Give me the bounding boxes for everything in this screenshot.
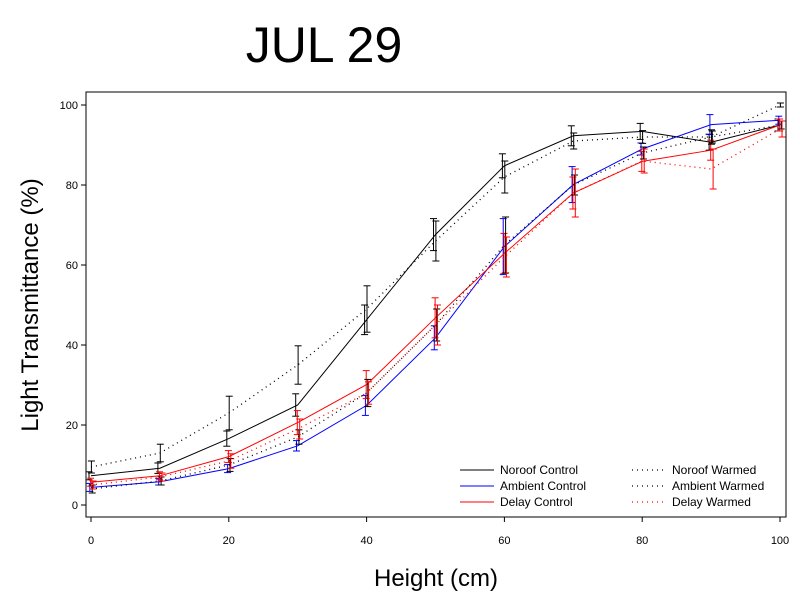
x-axis-label: Height (cm) <box>374 565 498 592</box>
legend-label: Ambient Control <box>500 479 586 493</box>
error-bar <box>502 216 510 274</box>
error-bar <box>223 430 231 447</box>
plot-frame <box>85 91 787 518</box>
error-bar <box>365 381 373 405</box>
legend-item-delay-warmed: Delay Warmed <box>632 495 751 509</box>
legend-label: Delay Control <box>500 495 573 509</box>
error-bar <box>434 304 441 346</box>
legend-item-noroof-control: Noroof Control <box>460 463 578 477</box>
x-tick-label: 80 <box>636 535 648 547</box>
error-bar <box>571 168 579 218</box>
series-noroof-warmed <box>87 102 784 474</box>
legend-item-delay-control: Delay Control <box>460 495 573 509</box>
error-bar <box>89 480 97 490</box>
error-bar <box>708 129 715 145</box>
series-layer <box>85 102 786 494</box>
legend-label: Ambient Warmed <box>672 479 764 493</box>
x-axis: 0 20 40 60 80 100 <box>88 517 789 547</box>
legend: Noroof Control Ambient Control Delay Contr… <box>460 463 764 509</box>
error-bar <box>156 443 164 463</box>
error-bar <box>87 460 95 474</box>
error-bar <box>640 148 648 174</box>
legend-label: Noroof Control <box>500 463 578 477</box>
error-bar <box>158 472 166 482</box>
legend-item-noroof-warmed: Noroof Warmed <box>632 463 756 477</box>
series-line-delay-warmed <box>90 128 781 486</box>
y-tick-label: 100 <box>60 100 78 112</box>
error-bar <box>568 166 576 204</box>
legend-item-ambient-control: Ambient Control <box>460 479 586 493</box>
error-bar <box>571 174 578 196</box>
legend-label: Noroof Warmed <box>672 463 756 477</box>
error-bar <box>227 453 235 469</box>
error-bar <box>433 308 441 342</box>
series-delay-control <box>87 118 784 487</box>
legend-label: Delay Warmed <box>672 495 751 509</box>
y-tick-label: 20 <box>66 420 78 432</box>
y-tick-label: 80 <box>66 180 78 192</box>
error-bar <box>225 395 233 431</box>
series-line-noroof-warmed <box>90 104 781 468</box>
error-bar <box>708 130 716 144</box>
x-tick-label: 40 <box>360 535 372 547</box>
error-bar <box>294 345 302 385</box>
y-tick-label: 0 <box>72 500 78 512</box>
error-bar <box>432 220 440 262</box>
legend-item-ambient-warmed: Ambient Warmed <box>632 479 764 493</box>
series-delay-warmed <box>89 120 786 490</box>
error-bar <box>502 236 510 278</box>
series-ambient-control <box>86 114 783 492</box>
x-tick-label: 60 <box>498 535 510 547</box>
y-tick-label: 40 <box>66 340 78 352</box>
error-bar <box>709 148 717 190</box>
x-tick-label: 20 <box>223 535 235 547</box>
y-tick-label: 60 <box>66 260 78 272</box>
series-noroof-control <box>85 118 782 481</box>
error-bar <box>226 458 234 472</box>
x-tick-label: 100 <box>771 535 789 547</box>
y-axis: 0 20 40 60 80 100 <box>60 100 86 512</box>
error-bar <box>295 429 303 445</box>
error-bar <box>570 132 578 150</box>
chart-title: JUL 29 <box>246 17 403 73</box>
error-bar <box>776 102 784 108</box>
error-bar <box>639 130 647 144</box>
error-bar <box>363 285 371 333</box>
x-tick-label: 0 <box>88 535 94 547</box>
error-bar <box>292 393 300 417</box>
error-bar <box>364 378 372 408</box>
error-bar <box>501 160 509 194</box>
y-axis-label: Light Transmittance (%) <box>17 178 44 431</box>
error-bar <box>778 120 786 138</box>
series-ambient-warmed <box>88 120 785 494</box>
error-bar <box>296 418 304 440</box>
